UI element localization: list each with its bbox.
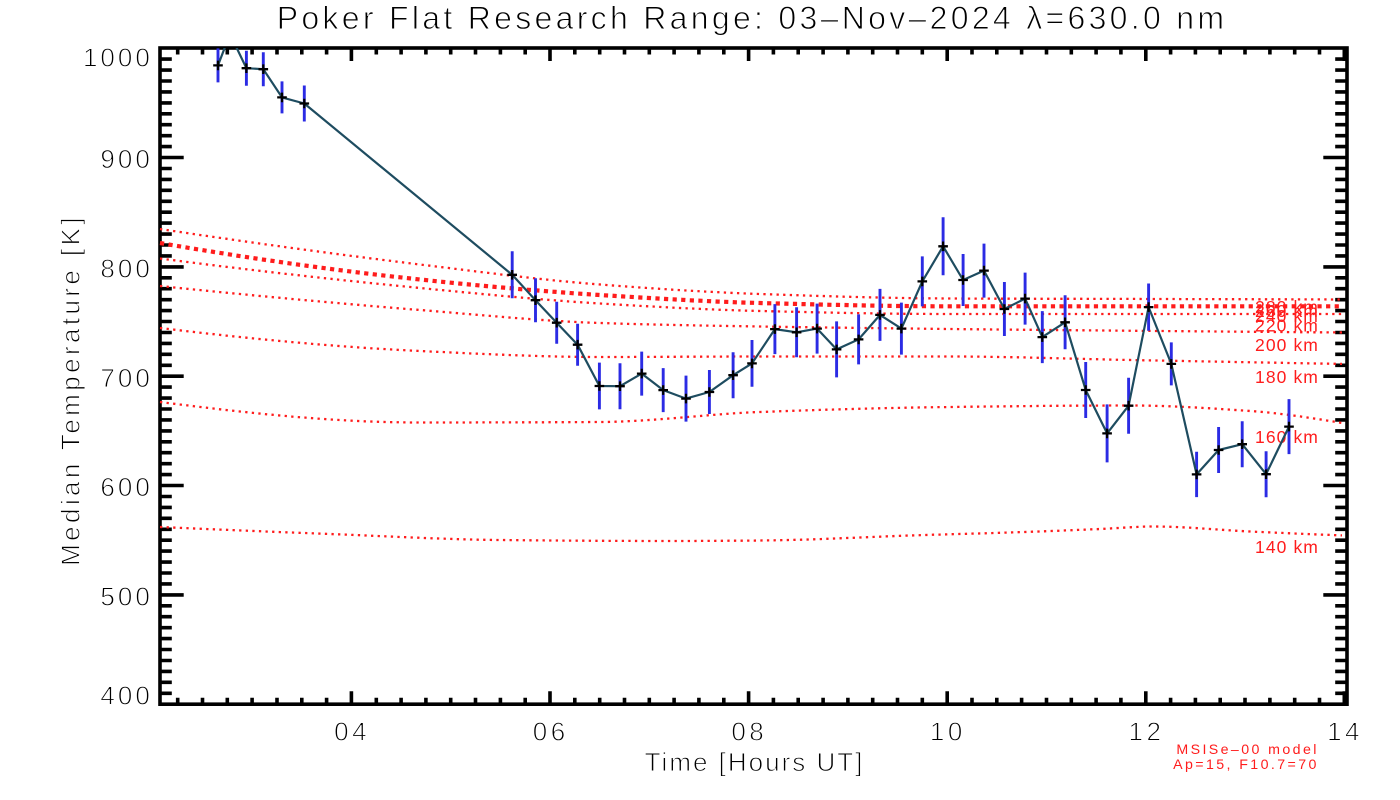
svg-text:200 km: 200 km bbox=[1255, 335, 1319, 355]
svg-text:08: 08 bbox=[731, 717, 767, 747]
svg-text:Time [Hours UT]: Time [Hours UT] bbox=[645, 747, 865, 777]
svg-text:06: 06 bbox=[533, 717, 569, 747]
svg-text:Ap=15, F10.7=70: Ap=15, F10.7=70 bbox=[1173, 757, 1319, 773]
svg-text:400: 400 bbox=[100, 680, 152, 710]
svg-text:Median Temperature [K]: Median Temperature [K] bbox=[56, 214, 86, 566]
svg-text:10: 10 bbox=[930, 717, 966, 747]
svg-text:500: 500 bbox=[100, 582, 152, 612]
svg-text:900: 900 bbox=[100, 144, 152, 174]
svg-text:Poker Flat Research Range: 03–: Poker Flat Research Range: 03–Nov–2024 λ… bbox=[277, 0, 1228, 36]
svg-text:MSISe–00 model: MSISe–00 model bbox=[1176, 742, 1318, 758]
svg-text:140 km: 140 km bbox=[1255, 537, 1319, 557]
svg-text:14: 14 bbox=[1327, 717, 1363, 747]
svg-text:800: 800 bbox=[100, 254, 152, 284]
svg-text:220 km: 220 km bbox=[1255, 315, 1319, 335]
svg-text:600: 600 bbox=[100, 472, 152, 502]
svg-text:260 km: 260 km bbox=[1255, 301, 1319, 321]
svg-text:12: 12 bbox=[1128, 717, 1164, 747]
svg-text:1000: 1000 bbox=[83, 42, 153, 72]
svg-text:160 km: 160 km bbox=[1255, 427, 1319, 447]
svg-text:280 km: 280 km bbox=[1255, 297, 1319, 317]
svg-text:180 km: 180 km bbox=[1255, 367, 1319, 387]
svg-text:240 km: 240 km bbox=[1255, 306, 1319, 326]
svg-text:700: 700 bbox=[100, 363, 152, 393]
svg-text:04: 04 bbox=[334, 717, 370, 747]
